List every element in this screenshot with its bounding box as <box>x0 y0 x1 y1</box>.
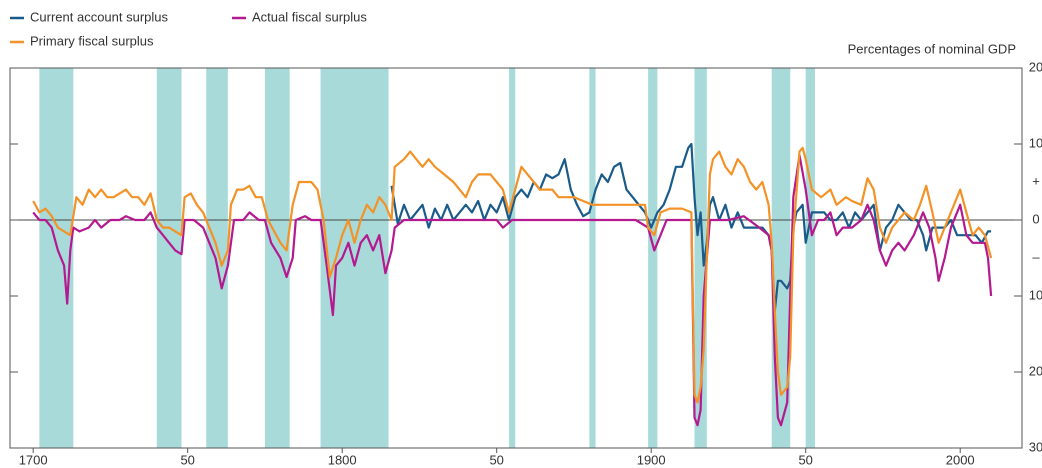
x-tick-label: 2000 <box>946 452 975 467</box>
y-axis-label: Percentages of nominal GDP <box>848 41 1016 56</box>
shaded-period <box>156 68 182 448</box>
x-tick-label: 1700 <box>19 452 48 467</box>
shaded-period <box>648 68 658 448</box>
shaded-period <box>39 68 74 448</box>
x-tick-label: 50 <box>798 452 812 467</box>
y-tick-label: 10 <box>1029 287 1042 302</box>
shaded-period <box>805 68 815 448</box>
legend-label: Current account surplus <box>30 9 169 24</box>
legend-label: Actual fiscal surplus <box>252 9 367 24</box>
shaded-period <box>264 68 290 448</box>
series-line <box>32 146 993 404</box>
x-tick-label: 50 <box>489 452 503 467</box>
shaded-period <box>320 68 389 448</box>
y-tick-label: 30 <box>1029 439 1042 454</box>
y-tick-label: 0 <box>1032 211 1039 226</box>
plot-frame <box>9 67 1023 449</box>
series-line <box>32 154 993 427</box>
y-sign-label: + <box>1032 173 1040 188</box>
series-line <box>390 142 992 313</box>
shaded-period <box>589 68 596 448</box>
y-tick-label: 20 <box>1029 363 1042 378</box>
x-tick-label: 1800 <box>328 452 357 467</box>
x-tick-label: 1900 <box>637 452 666 467</box>
legend-label: Primary fiscal surplus <box>30 33 154 48</box>
y-tick-label: 10 <box>1029 135 1042 150</box>
y-tick-label: 20 <box>1029 59 1042 74</box>
shaded-period <box>509 68 516 448</box>
x-tick-label: 50 <box>180 452 194 467</box>
shaded-period <box>206 68 228 448</box>
y-sign-label: – <box>1032 249 1040 264</box>
